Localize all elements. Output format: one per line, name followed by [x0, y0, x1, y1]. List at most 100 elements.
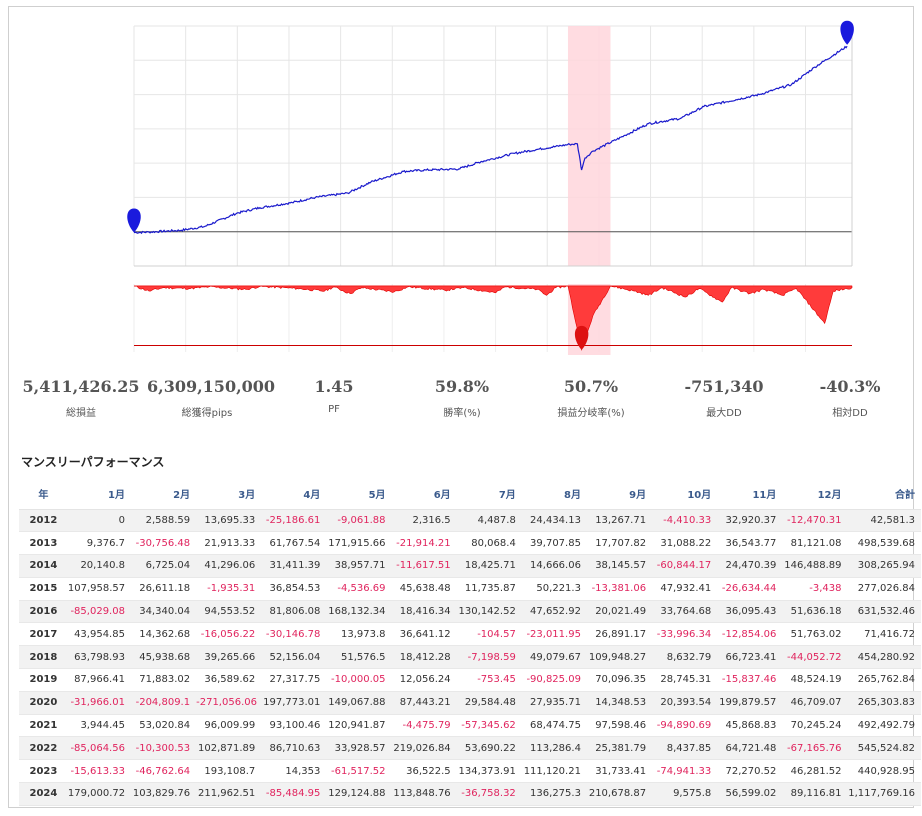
value-cell: 2,316.5 — [391, 509, 457, 533]
value-cell: -90,825.09 — [521, 668, 587, 692]
value-cell: -7,198.59 — [456, 645, 522, 670]
value-cell: 113,286.4 — [521, 736, 587, 761]
value-cell: 45,938.68 — [130, 645, 197, 670]
value-cell: 9,575.8 — [652, 782, 718, 806]
value-cell: 72,270.52 — [717, 759, 783, 784]
stat-label: 総損益 — [66, 408, 96, 419]
table-row: 2016 -85,029.08 34,340.04 94,553.52 81,806.0… — [19, 600, 921, 624]
value-cell: 12,056.24 — [391, 668, 457, 692]
value-cell: 14,666.06 — [521, 554, 587, 578]
value-cell: 219,026.84 — [391, 736, 457, 761]
value-cell: -94,890.69 — [652, 714, 718, 738]
value-cell: 70,096.35 — [586, 668, 653, 692]
stat-value: 1.45 — [314, 377, 354, 396]
table-row: 2022 -85,064.56 -10,300.53 102,871.89 86,710… — [19, 736, 921, 761]
value-cell: 43,954.85 — [67, 622, 131, 647]
value-cell: 48,524.19 — [782, 668, 848, 692]
value-cell: 53,690.22 — [456, 736, 522, 761]
value-cell: 20,393.54 — [652, 691, 718, 715]
value-cell: 66,723.41 — [717, 645, 783, 670]
value-cell: 454,280.92 — [847, 645, 921, 670]
value-cell: 86,710.63 — [261, 736, 327, 761]
column-header: 8月 — [521, 479, 587, 510]
value-cell: 197,773.01 — [261, 691, 327, 715]
value-cell: 32,920.37 — [717, 509, 783, 533]
marker-pin-icon — [840, 20, 854, 45]
value-cell: -204,809.1 — [130, 691, 197, 715]
value-cell: 27,317.75 — [261, 668, 327, 692]
value-cell: -67,165.76 — [782, 736, 848, 761]
stat-label: PF — [328, 404, 340, 415]
value-cell: 13,695.33 — [196, 509, 262, 533]
value-cell: 171,915.66 — [326, 531, 392, 556]
value-cell: 31,088.22 — [652, 531, 718, 556]
value-cell: 211,962.51 — [196, 782, 262, 806]
column-header: 7月 — [456, 479, 522, 510]
value-cell: 3,944.45 — [67, 714, 131, 738]
value-cell: -74,941.33 — [652, 759, 718, 784]
value-cell: -30,146.78 — [261, 622, 327, 647]
value-cell: 25,381.79 — [586, 736, 653, 761]
value-cell: -104.57 — [456, 622, 522, 647]
value-cell: 45,638.48 — [391, 577, 457, 601]
value-cell: 13,267.71 — [586, 509, 653, 533]
column-header: 12月 — [782, 479, 848, 510]
column-header: 合計 — [847, 479, 921, 510]
value-cell: 87,443.21 — [391, 691, 457, 715]
value-cell: 49,079.67 — [521, 645, 587, 670]
value-cell: -25,186.61 — [261, 509, 327, 533]
marker-pin-icon — [127, 208, 141, 233]
year-cell: 2015 — [19, 577, 68, 601]
value-cell: 18,416.34 — [391, 600, 457, 624]
value-cell: 111,120.21 — [521, 759, 587, 784]
value-cell: 6,725.04 — [130, 554, 197, 578]
value-cell: -36,758.32 — [456, 782, 522, 806]
value-cell: 33,928.57 — [326, 736, 392, 761]
value-cell: 265,303.83 — [847, 691, 921, 715]
value-cell: 440,928.95 — [847, 759, 921, 784]
value-cell: 61,767.54 — [261, 531, 327, 556]
value-cell: -11,617.51 — [391, 554, 457, 578]
value-cell: 8,437.85 — [652, 736, 718, 761]
value-cell: -15,613.33 — [67, 759, 131, 784]
stat-label: 総獲得pips — [181, 408, 233, 419]
value-cell: 149,067.88 — [326, 691, 392, 715]
value-cell: 38,957.71 — [326, 554, 392, 578]
value-cell: -85,484.95 — [261, 782, 327, 806]
drawdown-area — [133, 285, 853, 352]
value-cell: 14,348.53 — [586, 691, 653, 715]
value-cell: 38,145.57 — [586, 554, 653, 578]
year-cell: 2012 — [19, 509, 68, 533]
value-cell: 14,362.68 — [130, 622, 197, 647]
value-cell: 18,412.28 — [391, 645, 457, 670]
value-cell: -60,844.17 — [652, 554, 718, 578]
table-row: 2020 -31,966.01 -204,809.1 -271,056.06 197,7… — [19, 691, 921, 715]
value-cell: -271,056.06 — [196, 691, 262, 715]
value-cell: 18,425.71 — [456, 554, 522, 578]
value-cell: 4,487.8 — [456, 509, 522, 533]
year-cell: 2023 — [19, 759, 68, 784]
value-cell: 31,733.41 — [586, 759, 653, 784]
value-cell: 96,009.99 — [196, 714, 262, 738]
value-cell: 45,868.83 — [717, 714, 783, 738]
value-cell: 27,935.71 — [521, 691, 587, 715]
column-header: 11月 — [717, 479, 783, 510]
column-header: 1月 — [67, 479, 131, 510]
value-cell: 81,806.08 — [261, 600, 327, 624]
value-cell: 265,762.84 — [847, 668, 921, 692]
value-cell: 64,721.48 — [717, 736, 783, 761]
table-row: 2015 107,958.57 26,611.18 -1,935.31 36,854.5… — [19, 577, 921, 601]
value-cell: 80,068.4 — [456, 531, 522, 556]
stat-item: 6,309,150,000 総獲得pips — [147, 377, 275, 419]
value-cell: 46,709.07 — [782, 691, 848, 715]
value-cell: 36,854.53 — [261, 577, 327, 601]
value-cell: 136,275.3 — [521, 782, 587, 806]
value-cell: 36,589.62 — [196, 668, 262, 692]
value-cell: -23,011.95 — [521, 622, 587, 647]
value-cell: 11,735.87 — [456, 577, 522, 601]
value-cell: 28,745.31 — [652, 668, 718, 692]
value-cell: -12,470.31 — [782, 509, 848, 533]
value-cell: -21,914.21 — [391, 531, 457, 556]
value-cell: -10,000.05 — [326, 668, 392, 692]
stat-value: 59.8% — [434, 377, 490, 396]
